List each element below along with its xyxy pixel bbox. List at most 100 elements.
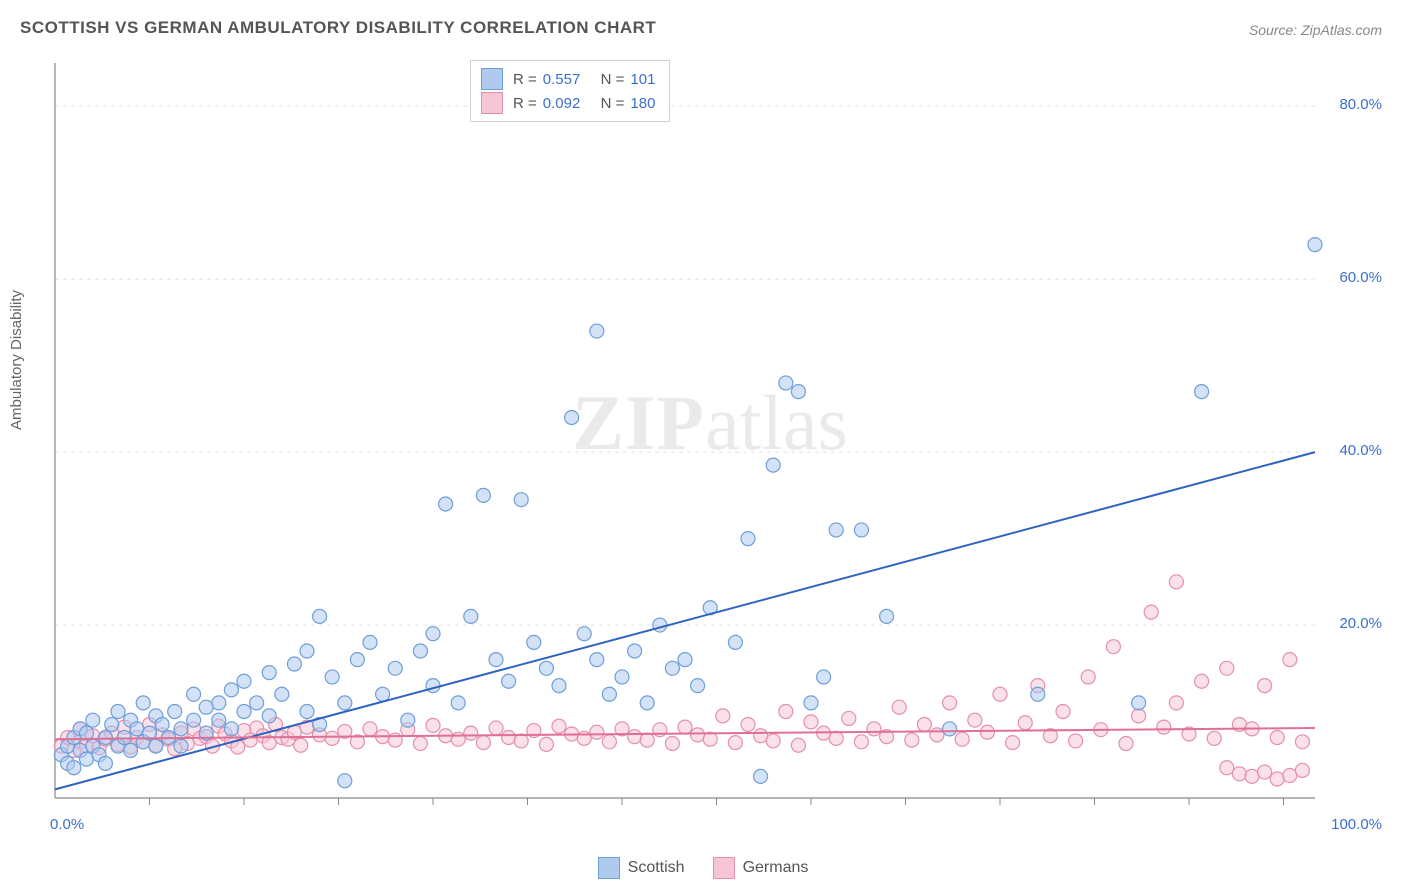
data-point [880,609,894,623]
legend-label: Scottish [628,859,685,877]
data-point [930,728,944,742]
legend-bottom: Scottish Germans [0,857,1406,884]
data-point [1132,696,1146,710]
data-point [779,705,793,719]
data-point [1295,735,1309,749]
data-point [464,609,478,623]
data-point [993,687,1007,701]
data-point [67,761,81,775]
data-point [489,653,503,667]
x-tick-label: 0.0% [50,816,84,833]
data-point [262,709,276,723]
data-point [187,713,201,727]
data-point [829,523,843,537]
data-point [691,679,705,693]
data-point [1220,661,1234,675]
data-point [502,730,516,744]
data-point [968,713,982,727]
data-point [275,687,289,701]
data-point [955,732,969,746]
data-point [174,739,188,753]
legend-swatch [481,92,503,114]
data-point [426,718,440,732]
data-point [105,718,119,732]
data-point [1018,716,1032,730]
data-point [514,493,528,507]
data-point [829,731,843,745]
data-point [250,696,264,710]
data-point [791,738,805,752]
data-point [363,722,377,736]
data-point [665,661,679,675]
data-point [136,696,150,710]
data-point [980,725,994,739]
data-point [1283,653,1297,667]
data-point [1258,765,1272,779]
data-point [817,670,831,684]
data-point [804,696,818,710]
data-point [124,743,138,757]
data-point [155,718,169,732]
data-point [1258,679,1272,693]
data-point [464,726,478,740]
y-tick-label: 20.0% [1339,615,1382,632]
data-point [716,709,730,723]
data-point [779,376,793,390]
data-point [1232,767,1246,781]
data-point [313,609,327,623]
data-point [86,713,100,727]
chart-title: SCOTTISH VS GERMAN AMBULATORY DISABILITY… [20,18,656,38]
data-point [917,718,931,732]
legend-swatch [481,68,503,90]
data-point [502,674,516,688]
data-point [1106,640,1120,654]
y-axis-label: Ambulatory Disability [8,290,25,430]
data-point [665,737,679,751]
data-point [754,729,768,743]
data-point [590,653,604,667]
data-point [766,734,780,748]
legend-stat-row: R = 0.092 N = 180 [481,91,655,115]
legend-item: Germans [713,857,809,879]
data-point [640,733,654,747]
data-point [1132,709,1146,723]
data-point [602,735,616,749]
data-point [741,532,755,546]
data-point [653,618,667,632]
data-point [1195,385,1209,399]
data-point [867,722,881,736]
data-point [1195,674,1209,688]
data-point [1308,238,1322,252]
legend-swatch [598,857,620,879]
data-point [1245,769,1259,783]
data-point [1069,734,1083,748]
y-tick-label: 80.0% [1339,96,1382,113]
data-point [224,683,238,697]
data-point [212,713,226,727]
data-point [691,728,705,742]
data-point [80,752,94,766]
data-point [791,385,805,399]
data-point [854,735,868,749]
data-point [1006,736,1020,750]
data-point [943,696,957,710]
y-tick-label: 60.0% [1339,269,1382,286]
data-point [300,705,314,719]
data-point [413,737,427,751]
data-point [376,687,390,701]
data-point [174,722,188,736]
data-point [439,497,453,511]
data-point [325,731,339,745]
data-point [1144,605,1158,619]
data-point [804,715,818,729]
data-point [678,720,692,734]
data-point [98,756,112,770]
data-point [168,705,182,719]
data-point [476,488,490,502]
data-point [565,411,579,425]
data-point [325,670,339,684]
data-point [294,738,308,752]
data-point [350,653,364,667]
data-point [1119,737,1133,751]
data-point [527,635,541,649]
